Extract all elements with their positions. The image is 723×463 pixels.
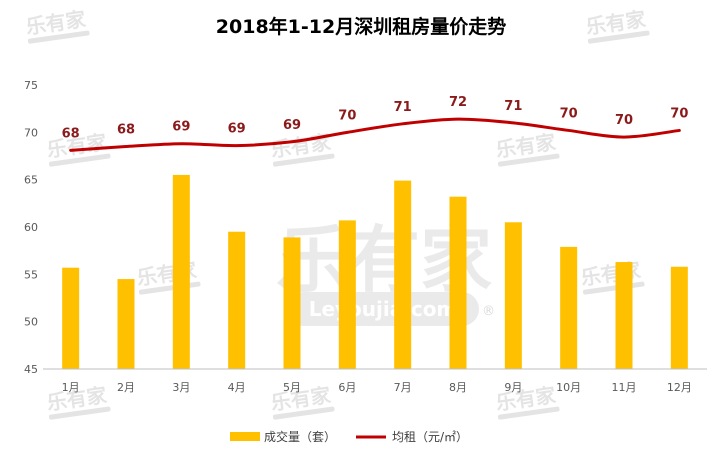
x-tick-label: 5月: [283, 381, 301, 394]
y-axis: 45 50 55 60 65 70 75: [24, 79, 38, 376]
y-tick-label: 70: [24, 126, 38, 139]
x-tick-label: 9月: [504, 381, 522, 394]
bar: [62, 267, 80, 369]
data-label: 68: [117, 123, 135, 138]
data-label: 69: [228, 122, 246, 137]
x-tick-label: 4月: [228, 381, 246, 394]
data-label: 68: [62, 126, 80, 141]
watermark-registered-mark: ®: [482, 304, 495, 319]
x-tick-label: 11月: [612, 381, 637, 394]
line-series: 68 68 69 69 69 70 71 72 71 70 70 70: [62, 95, 688, 152]
bar: [615, 262, 633, 369]
legend-label-line: 均租（元/㎡）: [392, 430, 468, 444]
x-axis: 1月 2月 3月 4月 5月 6月 7月 8月 9月 10月 11月 12月: [43, 368, 707, 394]
data-label: 69: [283, 118, 301, 133]
bar: [172, 174, 190, 369]
line-path: [69, 117, 681, 152]
legend-label-bar: 成交量（套）: [264, 429, 336, 444]
watermark-logo: 乐有家: [269, 383, 335, 420]
data-label: 70: [338, 108, 356, 123]
bar: [228, 231, 246, 369]
x-tick-label: 2月: [117, 381, 135, 394]
y-tick-label: 75: [24, 79, 38, 92]
data-label: 71: [394, 100, 412, 115]
x-tick-label: 1月: [62, 381, 80, 394]
y-tick-label: 50: [24, 316, 38, 329]
y-tick-label: 45: [24, 363, 38, 376]
watermark-logo: 乐有家: [494, 383, 560, 420]
y-tick-label: 60: [24, 221, 38, 234]
watermark-site: Leyoujia.com: [309, 297, 458, 321]
watermark-logo: 乐有家: [24, 7, 90, 44]
bar: [449, 196, 467, 369]
x-tick-label: 6月: [338, 381, 356, 394]
y-tick-label: 65: [24, 174, 38, 187]
data-label: 69: [172, 120, 190, 135]
data-label: 72: [449, 95, 467, 110]
x-tick-label: 12月: [667, 381, 692, 394]
bar: [504, 222, 522, 369]
x-tick-label: 7月: [394, 381, 412, 394]
x-tick-label: 3月: [172, 381, 190, 394]
bar: [670, 266, 688, 369]
data-label: 70: [560, 106, 578, 121]
x-tick-label: 8月: [449, 381, 467, 394]
bar-series: [62, 174, 688, 369]
data-label: 70: [615, 113, 633, 128]
watermark-logo: 乐有家: [579, 258, 645, 295]
chart-title: 2018年1-12月深圳租房量价走势: [216, 15, 506, 38]
y-tick-label: 55: [24, 268, 38, 281]
data-label: 70: [670, 106, 688, 121]
bar: [338, 220, 356, 369]
bar: [394, 180, 412, 369]
x-tick-label: 10月: [556, 381, 581, 394]
legend-swatch-bar: [230, 432, 260, 441]
bar: [560, 246, 578, 369]
watermark-logo: 乐有家: [45, 130, 111, 167]
legend: 成交量（套） 均租（元/㎡）: [230, 429, 468, 444]
bar: [283, 237, 301, 369]
data-label: 71: [504, 99, 522, 114]
bar: [117, 279, 135, 369]
watermark-logo: 乐有家: [135, 258, 201, 295]
watermark-logo: 乐有家: [494, 130, 560, 167]
watermark-site-pill: [287, 292, 479, 326]
watermark-logo: 乐有家: [584, 7, 650, 44]
